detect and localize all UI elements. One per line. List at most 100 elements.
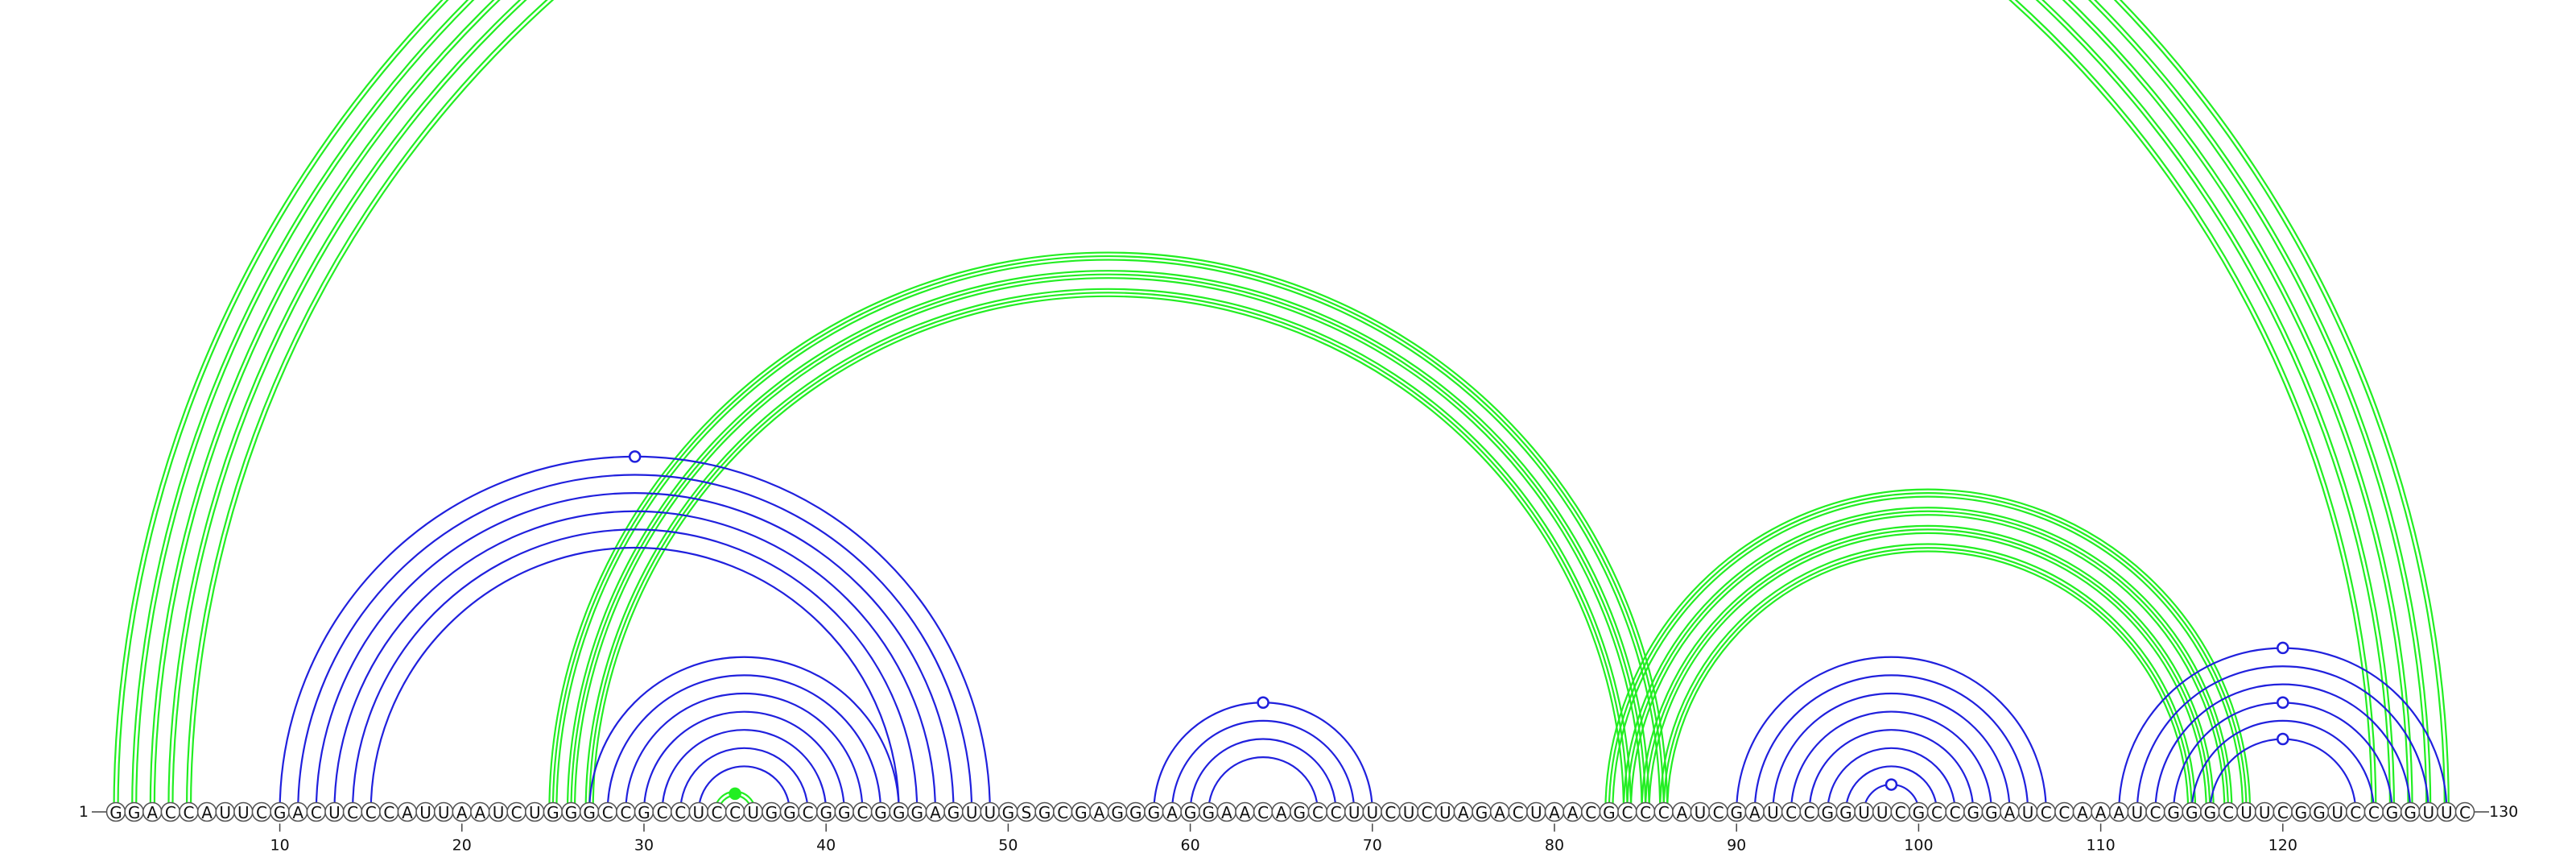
base-pair-arc-green-3-127-1	[149, 0, 2413, 813]
base-pair-arc-green-84-117-0	[1629, 514, 2226, 813]
base-pair-arc-green-1-129-0	[117, 0, 2446, 813]
nucleotide-letter-16: C	[383, 803, 394, 822]
arc-marker-blue-111-129	[2277, 641, 2289, 655]
nucleotide-letter-72: U	[1403, 803, 1415, 822]
base-pair-arc-blue-12-47-0	[315, 492, 955, 813]
nucleotide-letter-91: A	[1749, 803, 1761, 822]
nucleotide-letter-14: C	[347, 803, 358, 822]
nucleotide-letter-21: A	[475, 803, 486, 822]
base-pair-arc-green-5-125-0	[189, 0, 2373, 813]
base-pair-arc-blue-90-107-0	[1736, 656, 2047, 813]
nucleotide-circle-130	[2454, 801, 2475, 822]
nucleotide-letter-101: C	[1931, 803, 1942, 822]
base-pair-arc-green-27-84-1	[588, 292, 1629, 813]
base-pair-arc-green-84-117-2	[1622, 507, 2233, 813]
nucleotide-letter-11: A	[292, 803, 303, 822]
tick-label-100: 100	[1904, 837, 1933, 855]
base-pair-arc-green-26-85-1	[570, 273, 1647, 813]
nucleotide-letter-57: G	[1129, 803, 1142, 822]
tick-label-110: 110	[2086, 837, 2115, 855]
nucleotide-letter-68: C	[1331, 803, 1342, 822]
base-pair-arc-green-83-118-2	[1604, 488, 2252, 813]
nucleotide-letter-104: G	[1985, 803, 1998, 822]
nucleotide-letter-70: U	[1366, 803, 1378, 822]
nucleotide-letter-53: C	[1057, 803, 1068, 822]
nucleotide-letter-7: U	[219, 803, 231, 822]
nucleotide-letter-75: A	[1458, 803, 1469, 822]
arc-marker-blue-114-126	[2277, 696, 2289, 710]
nucleotide-letter-18: U	[419, 803, 431, 822]
arc-marker-green-34-36	[729, 787, 741, 801]
nucleotide-letter-69: U	[1348, 803, 1360, 822]
base-pair-arc-blue-113-127-0	[2154, 683, 2412, 813]
nucleotide-letter-73: C	[1422, 803, 1433, 822]
nucleotide-letter-119: U	[2259, 803, 2271, 822]
nucleotide-letter-6: A	[201, 803, 213, 822]
nucleotide-letter-123: U	[2331, 803, 2343, 822]
sequence-end-label: 130	[2489, 803, 2518, 821]
base-pair-arc-blue-59-69-0	[1170, 719, 1356, 813]
nucleotide-letter-34: C	[711, 803, 722, 822]
base-pair-arc-green-3-127-0	[153, 0, 2409, 813]
nucleotide-letter-65: A	[1276, 803, 1287, 822]
nucleotide-letter-23: C	[511, 803, 522, 822]
base-pair-arc-blue-30-41-0	[642, 710, 845, 813]
base-pair-arc-blue-10-49-0	[279, 455, 991, 813]
nucleotide-letter-95: G	[1822, 803, 1835, 822]
nucleotide-letter-37: G	[766, 803, 778, 822]
nucleotide-letter-117: C	[2223, 803, 2234, 822]
nucleotide-letter-83: G	[1603, 803, 1616, 822]
arc-marker-blue-97-100	[1885, 778, 1898, 791]
nucleotide-letter-1: G	[109, 803, 122, 822]
base-pair-arc-blue-61-67-0	[1208, 756, 1319, 813]
base-pair-arc-green-27-84-2	[584, 288, 1633, 813]
nucleotide-letter-122: G	[2313, 803, 2326, 822]
nucleotide-letter-93: C	[1785, 803, 1797, 822]
nucleotide-letter-110: A	[2095, 803, 2107, 822]
tick-label-60: 60	[1180, 837, 1199, 855]
base-pair-arc-green-84-117-1	[1626, 510, 2230, 813]
base-pair-arc-green-2-128-0	[135, 0, 2428, 813]
nucleotide-letter-87: A	[1676, 803, 1687, 822]
nucleotide-letter-85: C	[1640, 803, 1651, 822]
base-pair-arc-green-4-126-0	[171, 0, 2392, 813]
nucleotide-letter-50: G	[1002, 803, 1015, 822]
nucleotide-letter-48: U	[966, 803, 978, 822]
nucleotide-letter-109: A	[2077, 803, 2088, 822]
nucleotide-letter-90: G	[1730, 803, 1743, 822]
nucleotide-letter-43: G	[874, 803, 887, 822]
nucleotide-letter-4: C	[165, 803, 176, 822]
base-pair-arc-blue-33-38-0	[697, 765, 791, 813]
nucleotide-letter-54: G	[1075, 803, 1088, 822]
base-pair-arc-green-25-86-0	[555, 259, 1662, 813]
nucleotide-letter-66: G	[1294, 803, 1307, 822]
nucleotide-letter-49: U	[984, 803, 996, 822]
base-pair-arc-blue-13-46-0	[333, 510, 937, 813]
base-pair-arc-blue-31-40-0	[661, 729, 828, 813]
nucleotide-letter-100: G	[1913, 803, 1926, 822]
base-pair-arc-green-85-116-0	[1648, 532, 2207, 813]
tick-label-120: 120	[2268, 837, 2297, 855]
nucleotide-letter-112: U	[2132, 803, 2144, 822]
base-pair-arc-green-5-125-1	[185, 0, 2377, 813]
nucleotide-letter-82: C	[1585, 803, 1596, 822]
nucleotide-letter-38: G	[783, 803, 796, 822]
base-pair-arc-blue-11-48-0	[297, 474, 973, 813]
tick-label-30: 30	[634, 837, 654, 855]
nucleotide-letter-130: C	[2459, 803, 2471, 822]
base-pair-arc-blue-27-44-0	[588, 656, 900, 813]
nucleotide-letter-114: G	[2167, 803, 2180, 822]
nucleotide-letter-74: U	[1439, 803, 1451, 822]
nucleotide-letter-88: U	[1695, 803, 1707, 822]
nucleotide-letter-81: A	[1567, 803, 1579, 822]
nucleotide-letter-97: U	[1858, 803, 1870, 822]
nucleotide-letter-107: C	[2041, 803, 2052, 822]
nucleotide-letter-22: U	[493, 803, 505, 822]
nucleotide-letter-47: G	[947, 803, 960, 822]
nucleotide-letter-108: C	[2058, 803, 2070, 822]
nucleotide-letter-76: G	[1476, 803, 1488, 822]
nucleotide-letter-9: C	[256, 803, 267, 822]
base-pair-arc-green-83-118-0	[1612, 495, 2244, 813]
